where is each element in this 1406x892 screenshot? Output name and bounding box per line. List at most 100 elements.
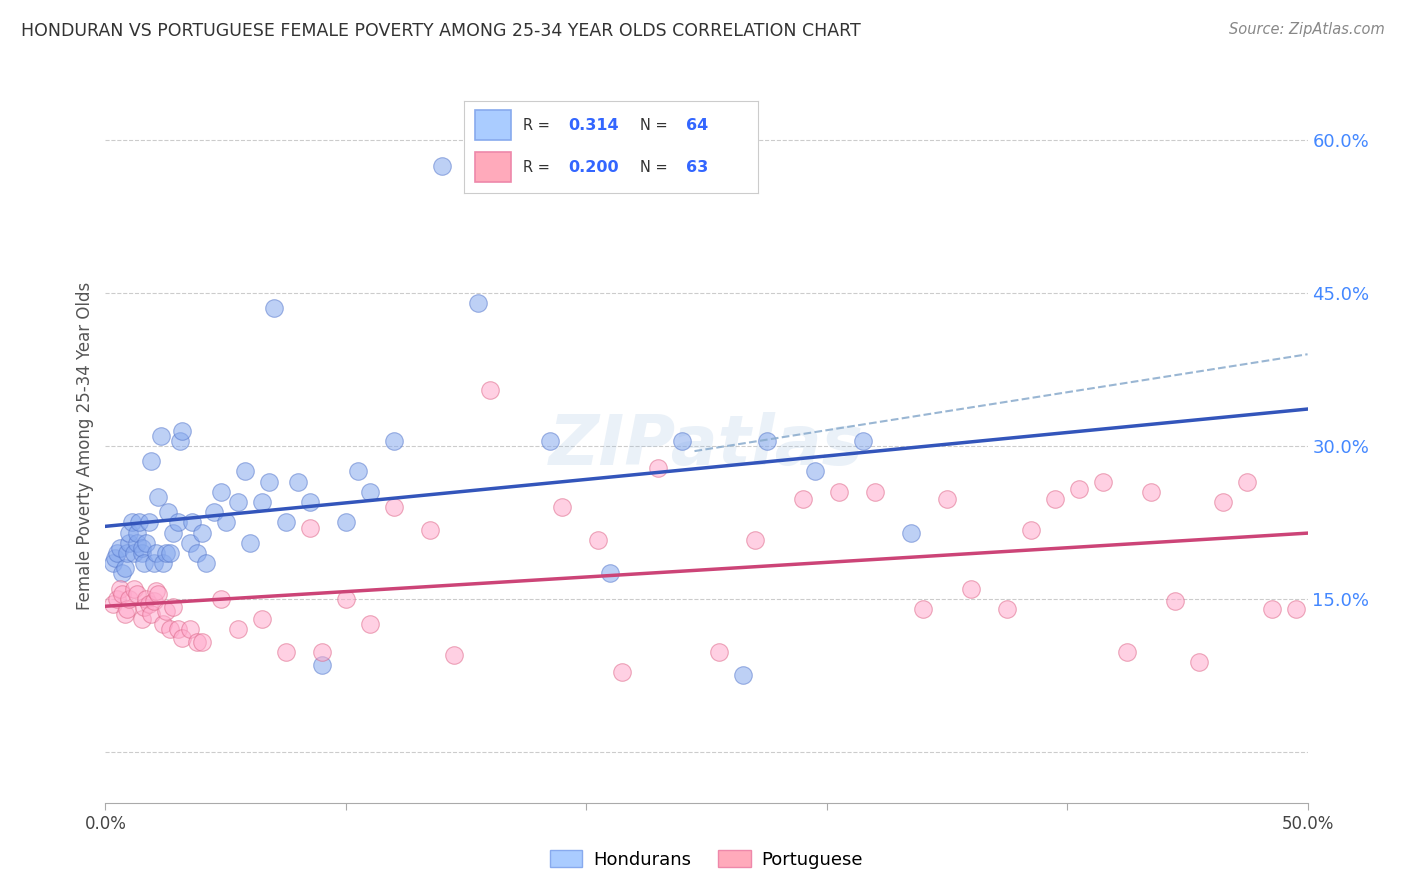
- Point: [135, 536, 157, 550]
- Point: [263, 301, 285, 316]
- Point: [108, 582, 131, 596]
- Point: [647, 461, 669, 475]
- Point: [149, 429, 172, 443]
- Point: [298, 520, 321, 534]
- Point: [114, 607, 136, 622]
- Point: [121, 516, 143, 530]
- Point: [190, 525, 212, 540]
- Point: [145, 546, 167, 560]
- Point: [114, 561, 136, 575]
- Point: [209, 591, 232, 606]
- Point: [239, 536, 262, 550]
- Point: [135, 591, 157, 606]
- Point: [159, 546, 181, 560]
- Point: [179, 623, 201, 637]
- Point: [551, 500, 574, 515]
- Legend: Hondurans, Portuguese: Hondurans, Portuguese: [543, 843, 870, 876]
- Point: [118, 525, 141, 540]
- Point: [101, 556, 124, 570]
- Point: [599, 566, 621, 581]
- Point: [148, 490, 170, 504]
- Point: [125, 587, 148, 601]
- Point: [108, 541, 131, 555]
- Point: [118, 591, 141, 606]
- Point: [125, 536, 148, 550]
- Point: [382, 434, 405, 448]
- Point: [900, 525, 922, 540]
- Point: [274, 516, 297, 530]
- Point: [124, 546, 146, 560]
- Point: [335, 516, 357, 530]
- Point: [115, 602, 138, 616]
- Point: [111, 566, 134, 581]
- Point: [131, 612, 153, 626]
- Point: [1043, 491, 1066, 506]
- Point: [744, 533, 766, 547]
- Point: [359, 617, 381, 632]
- Point: [1069, 482, 1091, 496]
- Point: [960, 582, 983, 596]
- Point: [166, 623, 188, 637]
- Point: [125, 525, 148, 540]
- Point: [162, 600, 184, 615]
- Point: [382, 500, 405, 515]
- Point: [479, 383, 502, 397]
- Point: [467, 296, 489, 310]
- Point: [101, 597, 124, 611]
- Point: [1188, 655, 1211, 669]
- Point: [311, 645, 333, 659]
- Point: [1236, 475, 1258, 489]
- Point: [430, 159, 453, 173]
- Point: [792, 491, 814, 506]
- Point: [995, 602, 1018, 616]
- Point: [111, 587, 134, 601]
- Point: [311, 658, 333, 673]
- Point: [155, 546, 177, 560]
- Point: [152, 617, 174, 632]
- Point: [936, 491, 959, 506]
- Point: [132, 556, 155, 570]
- Point: [274, 645, 297, 659]
- Point: [852, 434, 875, 448]
- Point: [443, 648, 465, 662]
- Point: [104, 551, 127, 566]
- Point: [1284, 602, 1306, 616]
- Point: [115, 546, 138, 560]
- Point: [156, 505, 179, 519]
- Point: [148, 587, 170, 601]
- Point: [1019, 523, 1042, 537]
- Point: [612, 665, 634, 680]
- Point: [538, 434, 561, 448]
- Point: [863, 484, 886, 499]
- Point: [335, 591, 357, 606]
- Point: [128, 516, 150, 530]
- Point: [671, 434, 693, 448]
- Point: [214, 516, 236, 530]
- Point: [107, 546, 129, 560]
- Point: [828, 484, 851, 499]
- Point: [162, 525, 184, 540]
- Y-axis label: Female Poverty Among 25-34 Year Olds: Female Poverty Among 25-34 Year Olds: [76, 282, 94, 610]
- Point: [131, 546, 153, 560]
- Text: ZIPatlas: ZIPatlas: [548, 412, 865, 480]
- Point: [1164, 594, 1187, 608]
- Point: [145, 583, 167, 598]
- Point: [250, 495, 273, 509]
- Point: [138, 516, 160, 530]
- Point: [287, 475, 309, 489]
- Point: [803, 465, 825, 479]
- Point: [159, 623, 181, 637]
- Point: [731, 668, 754, 682]
- Point: [911, 602, 934, 616]
- Point: [226, 495, 249, 509]
- Point: [1212, 495, 1234, 509]
- Point: [190, 634, 212, 648]
- Point: [257, 475, 280, 489]
- Point: [124, 582, 146, 596]
- Point: [152, 556, 174, 570]
- Text: HONDURAN VS PORTUGUESE FEMALE POVERTY AMONG 25-34 YEAR OLDS CORRELATION CHART: HONDURAN VS PORTUGUESE FEMALE POVERTY AM…: [21, 22, 860, 40]
- Point: [347, 465, 370, 479]
- Point: [142, 556, 165, 570]
- Point: [588, 533, 610, 547]
- Point: [138, 597, 160, 611]
